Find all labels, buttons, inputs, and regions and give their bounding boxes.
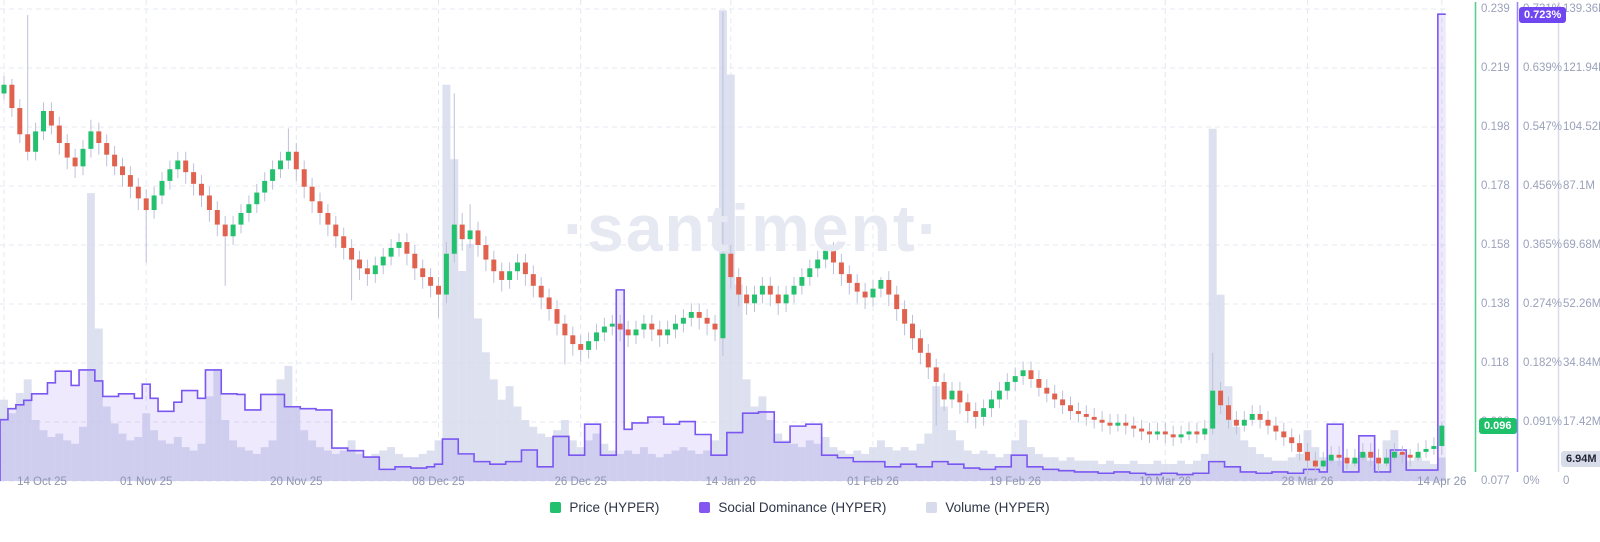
price-axis-tick: 0.158 — [1481, 239, 1510, 251]
dominance-axis-tick: 0.456% — [1523, 180, 1563, 192]
volume-legend-swatch — [926, 502, 938, 513]
legend-item-volume[interactable]: Volume (HYPER) — [926, 500, 1050, 515]
dominance-axis-tick: 0% — [1523, 475, 1540, 487]
dominance-axis-tick: 0.091% — [1523, 416, 1563, 428]
price-current-badge: 0.096 — [1479, 418, 1517, 434]
dominance-axis-tick: 0.547% — [1523, 121, 1563, 133]
legend-item-dominance[interactable]: Social Dominance (HYPER) — [699, 500, 886, 515]
volume-axis-tick: 0 — [1563, 475, 1570, 487]
price-axis-tick: 0.198 — [1481, 121, 1510, 133]
volume-axis-tick: 104.52M — [1563, 121, 1600, 133]
x-axis-label: 19 Feb 26 — [989, 476, 1042, 488]
dominance-series — [0, 13, 1446, 481]
x-axis-label: 20 Nov 25 — [270, 476, 323, 488]
x-axis-label: 01 Feb 26 — [847, 476, 899, 488]
x-axis-label: 14 Apr 26 — [1417, 476, 1467, 488]
price-axis-tick: 0.239 — [1481, 3, 1510, 15]
x-axis-label: 28 Mar 26 — [1281, 476, 1334, 488]
x-axis-label: 01 Nov 25 — [119, 476, 173, 488]
volume-current-badge: 6.94M — [1561, 451, 1600, 467]
x-axis-label: 10 Mar 26 — [1139, 476, 1192, 488]
x-axis-label: 26 Dec 25 — [554, 476, 607, 488]
legend-item-price[interactable]: Price (HYPER) — [550, 500, 659, 515]
price-axis-tick: 0.178 — [1481, 180, 1510, 192]
dominance-axis-tick: 0.182% — [1523, 357, 1563, 369]
volume-series — [0, 10, 1446, 481]
dominance-legend-label: Social Dominance (HYPER) — [718, 500, 887, 515]
x-axis-label: 14 Oct 25 — [17, 476, 67, 488]
volume-axis-tick: 87.1M — [1563, 180, 1595, 192]
chart-legend: Price (HYPER) Social Dominance (HYPER) Vol… — [0, 500, 1600, 515]
dominance-axis-tick: 0.365% — [1523, 239, 1563, 251]
price-candles — [1, 11, 1445, 476]
dominance-legend-swatch — [699, 502, 711, 513]
x-axis-label: 14 Jan 26 — [705, 476, 757, 488]
dominance-axis-tick: 0.639% — [1523, 62, 1563, 74]
volume-axis-tick: 17.42M — [1563, 416, 1600, 428]
volume-legend-label: Volume (HYPER) — [945, 500, 1050, 515]
volume-axis-tick: 34.84M — [1563, 357, 1600, 369]
price-axis-tick: 0.138 — [1481, 298, 1510, 310]
volume-axis-tick: 69.68M — [1563, 239, 1600, 251]
volume-axis-tick: 139.36M — [1563, 3, 1600, 15]
volume-axis-tick: 121.94M — [1563, 62, 1600, 74]
price-axis-tick: 0.077 — [1481, 475, 1510, 487]
price-axis-tick: 0.118 — [1481, 357, 1509, 369]
social-dominance-current-badge: 0.723% — [1519, 7, 1567, 23]
volume-axis-tick: 52.26M — [1563, 298, 1600, 310]
dominance-axis-tick: 0.274% — [1523, 298, 1563, 310]
price-axis-tick: 0.219 — [1481, 62, 1510, 74]
price-legend-swatch — [550, 502, 562, 513]
price-legend-label: Price (HYPER) — [569, 500, 660, 515]
x-axis-label: 08 Dec 25 — [412, 476, 465, 488]
